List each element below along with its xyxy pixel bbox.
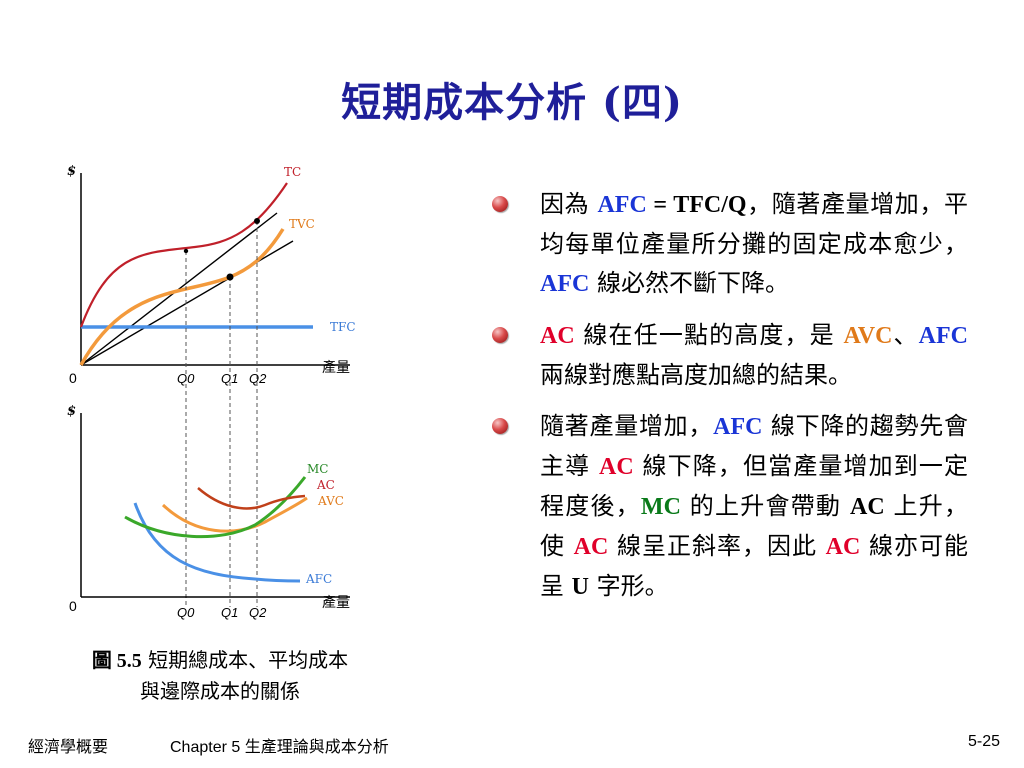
tvc-label: TVC — [289, 217, 315, 231]
tfc-label: TFC — [330, 320, 356, 334]
afc-curve — [133, 502, 301, 583]
bullet-text-segment: 線下降，但當產量增加到一定程度後， — [540, 452, 968, 520]
bottom-x-axis-label: 產量 — [322, 594, 350, 611]
bullet-text-segment: AC — [573, 534, 609, 560]
bullet-text-segment: 線在任一點的高度，是 — [574, 321, 844, 349]
bullet-list: 因為 AFC = TFC/Q，隨著產量增加，平均每單位產量所分攤的固定成本愈少，… — [488, 185, 968, 619]
bottom-panel: $ 0 產量 MC AC AVC AFC Q0 Q1 Q2 — [67, 404, 350, 620]
tvc-tangency-dot — [226, 273, 234, 281]
bottom-y-axis-label: $ — [67, 404, 76, 419]
bullet-text-segment: 線下降的趨勢先會主導 — [540, 412, 968, 480]
avc-curve — [161, 496, 308, 533]
bullet-text-segment: ，隨著產量增加，平均每單位產量所分攤的固定成本愈少， — [540, 190, 969, 258]
top-tick-q0: Q0 — [177, 371, 195, 386]
bullet-text-segment: 線呈正斜率，因此 — [608, 532, 826, 560]
top-tick-q1: Q1 — [221, 371, 238, 386]
top-origin-label: 0 — [69, 370, 77, 386]
footer-chapter: Chapter 5 生產理論與成本分析 — [170, 739, 389, 756]
bullet-item: 因為 AFC = TFC/Q，隨著產量增加，平均每單位產量所分攤的固定成本愈少，… — [488, 185, 968, 304]
top-y-axis-label: $ — [67, 164, 76, 179]
avc-label: AVC — [317, 494, 344, 508]
tvc-curve — [79, 228, 285, 366]
bullet-text-segment: 線必然不斷下降。 — [589, 269, 789, 297]
bullet-text-segment: 因為 — [540, 190, 598, 218]
figure-caption: 圖 5.5 短期總成本、平均成本 與邊際成本的關係 — [40, 645, 400, 706]
ac-label: AC — [316, 478, 335, 492]
ac-curve — [197, 487, 306, 510]
bullet-dot-icon — [492, 196, 508, 212]
caption-figure-number: 圖 5.5 — [91, 650, 142, 672]
bottom-tick-q2: Q2 — [249, 605, 267, 620]
bullet-text-segment: U — [571, 574, 589, 600]
bottom-tick-q0: Q0 — [177, 605, 195, 620]
bottom-origin-label: 0 — [69, 598, 77, 614]
mc-label: MC — [307, 462, 328, 476]
top-panel: $ 0 產量 TC TVC TFC Q0 Q1 Q2 — [67, 164, 356, 607]
bullet-dot-icon — [492, 327, 508, 343]
caption-line-1: 圖 5.5 短期總成本、平均成本 — [40, 645, 400, 676]
bullet-text-segment: AFC — [540, 271, 590, 297]
bullet-text-segment: 上升，使 — [540, 492, 968, 560]
bullet-text-segment: 隨著產量增加， — [540, 412, 714, 440]
bullet-text-segment: 的上升會帶動 — [680, 492, 850, 520]
bullet-item: AC 線在任一點的高度，是 AVC、AFC 兩線對應點高度加總的結果。 — [488, 316, 968, 395]
bullet-text-segment: AFC — [597, 192, 647, 218]
caption-line-2: 與邊際成本的關係 — [140, 679, 300, 703]
bullet-text-segment: AC — [540, 323, 575, 349]
bullet-text-segment: AVC — [843, 323, 893, 349]
afc-label: AFC — [305, 572, 332, 586]
tc-q0-dot — [183, 248, 189, 254]
tc-tangency-dot — [254, 218, 260, 224]
bottom-tick-q1: Q1 — [221, 605, 238, 620]
mc-curve — [124, 476, 307, 539]
ray-line-tvc — [80, 240, 294, 366]
footer-page-number: 5-25 — [967, 733, 1000, 750]
bullet-text-segment: AC — [599, 454, 634, 480]
top-x-axis-label: 產量 — [322, 359, 350, 376]
bullet-text-segment: AC — [825, 534, 861, 560]
caption-text-1: 短期總成本、平均成本 — [148, 648, 349, 672]
bullet-text-segment: = TFC/Q — [646, 192, 747, 218]
top-tick-q2: Q2 — [249, 371, 267, 386]
cost-curves-figure: $ 0 產量 TC TVC TFC Q0 Q1 Q2 $ 0 產量 — [67, 164, 356, 620]
bullet-text-segment: 、 — [892, 321, 919, 349]
bullet-dot-icon — [492, 418, 508, 434]
tc-label: TC — [284, 165, 301, 179]
slide-title: 短期成本分析 (四) — [341, 79, 683, 126]
bullet-text-segment: 線亦可能呈 — [540, 532, 968, 600]
bullet-text-segment: MC — [640, 494, 681, 520]
bullet-item: 隨著產量增加，AFC 線下降的趨勢先會主導 AC 線下降，但當產量增加到一定程度… — [488, 407, 968, 607]
footer-course-name: 經濟學概要 — [28, 739, 109, 756]
bullet-text-segment: AFC — [918, 323, 968, 349]
bullet-text-segment: 兩線對應點高度加總的結果。 — [540, 361, 852, 389]
bullet-text-segment: 字形。 — [588, 572, 669, 600]
bullet-text-segment: AC — [850, 494, 885, 520]
bullet-text-segment: AFC — [713, 414, 763, 440]
